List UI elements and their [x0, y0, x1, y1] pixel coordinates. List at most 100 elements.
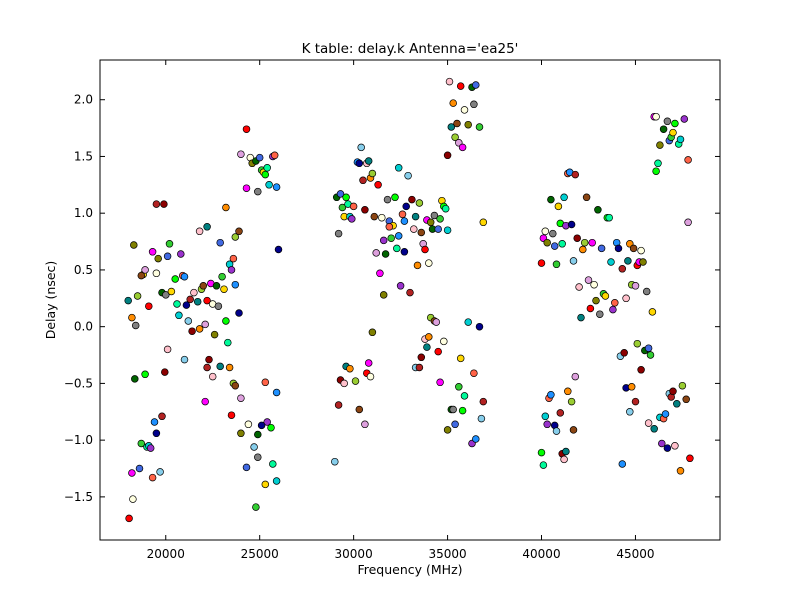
- data-point: [145, 302, 153, 310]
- x-tick-label: 30000: [335, 547, 373, 561]
- data-point: [364, 157, 373, 165]
- data-point: [272, 183, 281, 191]
- data-point: [460, 392, 469, 400]
- data-point: [152, 269, 161, 278]
- data-point: [396, 282, 405, 290]
- data-point: [543, 420, 551, 429]
- data-point: [415, 199, 424, 207]
- data-point: [440, 337, 448, 346]
- data-point: [263, 164, 271, 172]
- data-point: [680, 115, 689, 123]
- data-point: [190, 288, 198, 297]
- data-points: [124, 77, 694, 523]
- data-point: [242, 463, 251, 472]
- data-point: [676, 135, 685, 144]
- data-point: [235, 227, 243, 236]
- data-point: [402, 202, 410, 211]
- data-point: [594, 206, 602, 214]
- data-point: [426, 218, 435, 227]
- data-point: [334, 229, 343, 238]
- y-tick-label: 0.0: [74, 320, 93, 334]
- data-point: [338, 203, 347, 212]
- data-point: [366, 372, 375, 381]
- data-point: [605, 213, 613, 222]
- data-point: [434, 347, 442, 356]
- data-point: [543, 238, 551, 247]
- data-point: [590, 280, 598, 289]
- data-point: [254, 187, 262, 196]
- data-point: [449, 405, 457, 414]
- data-point: [460, 106, 469, 114]
- data-point: [618, 460, 627, 468]
- data-point: [227, 266, 236, 274]
- data-point: [567, 397, 576, 406]
- data-point: [659, 125, 668, 133]
- data-point: [227, 411, 236, 419]
- data-point: [552, 427, 561, 435]
- data-point: [336, 190, 345, 198]
- data-point: [669, 128, 677, 137]
- data-point: [201, 397, 209, 406]
- data-point: [408, 195, 416, 204]
- data-point: [441, 204, 450, 213]
- y-tick-label: −0.5: [64, 376, 93, 390]
- data-point: [195, 325, 204, 333]
- data-point: [624, 257, 632, 265]
- data-point: [385, 223, 394, 231]
- data-point: [560, 455, 568, 464]
- data-point: [567, 220, 576, 229]
- data-point: [644, 419, 653, 427]
- data-point: [423, 343, 431, 351]
- y-tick-label: 2.0: [74, 93, 93, 107]
- data-point: [580, 238, 589, 247]
- data-point: [588, 238, 596, 247]
- data-point: [458, 406, 467, 415]
- data-point: [631, 282, 640, 290]
- data-point: [609, 305, 617, 314]
- data-point: [201, 320, 209, 329]
- data-point: [626, 408, 634, 416]
- data-point: [547, 391, 555, 399]
- data-point: [203, 296, 211, 305]
- data-point: [199, 282, 208, 290]
- data-point: [537, 448, 546, 457]
- data-point: [364, 359, 373, 367]
- x-tick-label: 20000: [147, 547, 185, 561]
- data-point: [456, 354, 465, 363]
- data-point: [470, 369, 478, 377]
- data-point: [137, 271, 146, 280]
- data-point: [678, 381, 687, 390]
- data-point: [379, 236, 388, 245]
- y-tick-label: 1.5: [74, 149, 93, 163]
- data-point: [128, 469, 136, 477]
- data-point: [342, 193, 350, 202]
- data-point: [456, 82, 465, 90]
- data-point: [436, 378, 444, 387]
- data-point: [434, 225, 442, 233]
- data-point: [673, 400, 681, 408]
- data-point: [237, 429, 245, 438]
- data-point: [156, 468, 164, 476]
- data-point: [357, 143, 365, 152]
- data-point: [146, 444, 155, 452]
- data-point: [376, 269, 384, 278]
- data-point: [479, 218, 488, 227]
- x-tick-label: 45000: [616, 547, 654, 561]
- data-point: [163, 345, 172, 354]
- data-point: [445, 77, 454, 86]
- data-point: [372, 249, 380, 257]
- data-point: [135, 464, 144, 473]
- data-point: [235, 309, 243, 317]
- data-point: [611, 299, 619, 307]
- data-point: [451, 420, 459, 429]
- data-point: [180, 272, 189, 281]
- y-tick-label: −1.0: [64, 433, 93, 447]
- data-point: [131, 375, 139, 383]
- data-point: [381, 250, 390, 258]
- data-point: [269, 460, 277, 468]
- data-point: [141, 266, 149, 274]
- data-point: [560, 193, 568, 202]
- data-point: [652, 167, 660, 175]
